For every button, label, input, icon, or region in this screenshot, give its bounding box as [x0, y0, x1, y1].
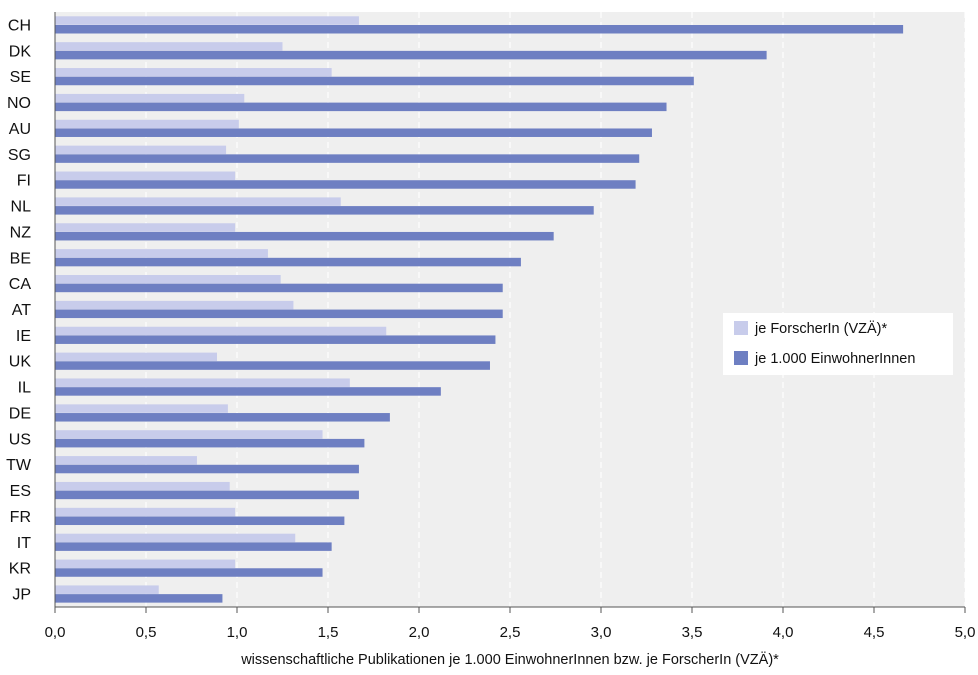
x-axis-title: wissenschaftliche Publikationen je 1.000… [240, 651, 779, 668]
bar-je-einwohner [55, 154, 640, 163]
category-label: IL [18, 380, 31, 397]
bar-je-einwohner [55, 568, 323, 577]
legend-swatch-forscher [734, 321, 748, 335]
x-tick-label: 3,0 [591, 624, 612, 641]
category-label: TW [6, 457, 32, 474]
x-tick-label: 5,0 [955, 624, 976, 641]
bar-je-forscher [55, 456, 197, 465]
bar-je-einwohner [55, 335, 496, 344]
bar-je-einwohner [55, 490, 359, 500]
bar-je-forscher [55, 404, 228, 413]
category-label: UK [9, 354, 32, 371]
x-tick-label: 2,5 [500, 624, 521, 641]
x-tick-label: 1,0 [227, 624, 248, 641]
x-tick-label: 4,5 [864, 624, 885, 641]
bar-je-forscher [55, 42, 283, 51]
bar-je-forscher [55, 559, 236, 569]
bar-je-forscher [55, 145, 227, 155]
bar-je-forscher [55, 16, 359, 25]
bar-je-einwohner [55, 180, 636, 189]
category-label: BE [10, 250, 31, 267]
bar-je-forscher [55, 533, 296, 543]
bar-je-einwohner [55, 594, 223, 603]
category-label: SE [10, 69, 31, 86]
bar-je-forscher [55, 326, 387, 336]
x-tick-label: 4,0 [773, 624, 794, 641]
bar-je-einwohner [55, 231, 554, 241]
bar-je-forscher [55, 171, 236, 181]
x-tick-label: 0,5 [136, 624, 157, 641]
category-label: ES [10, 483, 31, 500]
category-label: AU [9, 121, 31, 138]
x-tick-label: 3,5 [682, 624, 703, 641]
x-tick-label: 2,0 [409, 624, 430, 641]
category-label: NZ [10, 224, 32, 241]
bar-je-einwohner [55, 309, 503, 319]
x-tick-label: 0,0 [45, 624, 66, 641]
bar-je-einwohner [55, 50, 767, 60]
y-axis-categories: CH DK SE NO AU SG FI NL NZ BE CA AT IE UK IL DE US TW ES FR… [6, 17, 32, 603]
legend-label-einwohner: je 1.000 EinwohnerInnen [754, 351, 915, 367]
category-label: IE [16, 328, 31, 345]
bar-je-forscher [55, 223, 236, 232]
category-label: AT [12, 302, 31, 319]
x-tick-label: 1,5 [318, 624, 339, 641]
bar-je-forscher [55, 68, 332, 77]
bar-je-forscher [55, 119, 239, 129]
bar-je-forscher [55, 378, 350, 387]
bar-je-forscher [55, 249, 268, 258]
bar-je-einwohner [55, 464, 359, 474]
category-label: DK [9, 43, 32, 60]
category-label: KR [9, 561, 31, 578]
bar-je-forscher [55, 93, 245, 103]
bar-je-einwohner [55, 387, 441, 396]
category-label: DE [9, 405, 31, 422]
legend-label-forscher: je ForscherIn (VZÄ)* [754, 320, 887, 337]
bars-group [55, 16, 904, 603]
legend-swatch-einwohner [734, 351, 748, 365]
bar-je-einwohner [55, 206, 594, 215]
bar-je-forscher [55, 274, 281, 284]
x-axis-ticks: 0,0 0,5 1,0 1,5 2,0 2,5 3,0 3,5 4,0 4,5 5,0 [45, 607, 976, 641]
bar-je-einwohner [55, 413, 390, 422]
category-label: CH [8, 17, 31, 34]
bar-je-einwohner [55, 102, 667, 112]
category-label: JP [12, 587, 31, 604]
bar-je-einwohner [55, 542, 332, 551]
category-label: CA [9, 276, 32, 293]
bar-je-einwohner [55, 283, 503, 293]
legend-background [723, 313, 953, 375]
bar-je-forscher [55, 197, 341, 206]
category-label: FR [10, 509, 31, 526]
bar-je-forscher [55, 352, 217, 362]
bar-je-forscher [55, 481, 230, 491]
category-label: NO [7, 95, 31, 112]
category-label: NL [11, 199, 32, 216]
category-label: US [9, 431, 31, 448]
bar-je-forscher [55, 430, 323, 439]
category-label: IT [17, 535, 31, 552]
bar-je-einwohner [55, 128, 652, 137]
bar-je-forscher [55, 585, 159, 594]
bar-je-einwohner [55, 257, 521, 267]
category-label: FI [17, 173, 31, 190]
bar-je-einwohner [55, 76, 694, 86]
bar-je-einwohner [55, 516, 345, 526]
bar-je-einwohner [55, 361, 490, 370]
bar-je-forscher [55, 300, 294, 310]
category-label: SG [8, 147, 31, 164]
legend: je ForscherIn (VZÄ)* je 1.000 EinwohnerI… [723, 313, 953, 375]
bar-je-forscher [55, 507, 236, 517]
bar-je-einwohner [55, 438, 365, 448]
bar-je-einwohner [55, 25, 904, 34]
